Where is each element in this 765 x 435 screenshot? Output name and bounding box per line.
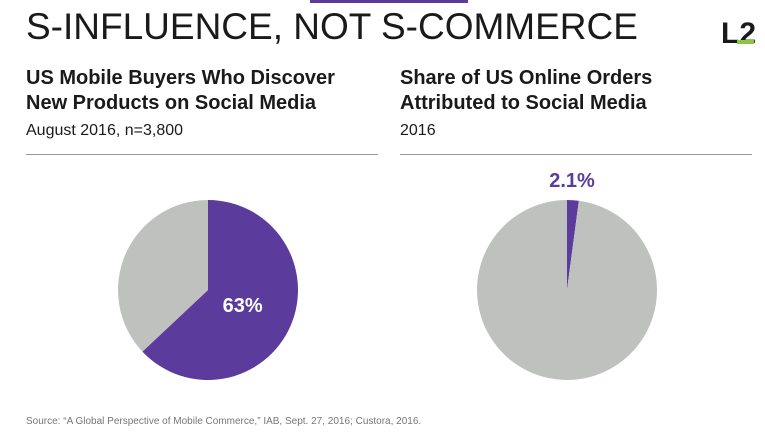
left-chart-title: US Mobile Buyers Who Discover New Produc…: [26, 66, 335, 116]
page-title: S-INFLUENCE, NOT S-COMMERCE: [26, 6, 638, 47]
pie-data-label-0-0: 63%: [223, 295, 263, 317]
left-chart-subtitle: August 2016, n=3,800: [26, 122, 184, 139]
left-chart-title-line2: New Products on Social Media: [26, 92, 317, 114]
right-divider: [400, 154, 752, 155]
pie-slice-1-1: [476, 200, 657, 380]
right-chart-subtitle: 2016: [400, 122, 436, 139]
source-note: Source: “A Global Perspective of Mobile …: [26, 416, 422, 427]
l2-logo: L2: [721, 17, 755, 45]
right-chart-title-line2: Attributed to Social Media: [400, 92, 647, 114]
left-pie-chart: 63%: [118, 200, 298, 380]
pie-data-label-1-0: 2.1%: [549, 170, 595, 192]
right-chart-title: Share of US Online Orders Attributed to …: [400, 66, 652, 116]
right-pie-chart: 2.1%: [476, 170, 657, 380]
header-accent-bar: [310, 0, 468, 3]
pie-slice-0-1: [118, 200, 208, 352]
left-divider: [26, 154, 378, 155]
left-chart-title-line1: US Mobile Buyers Who Discover: [26, 67, 335, 89]
pie-slice-1-0: [567, 200, 579, 290]
pie-slice-0-0: [142, 200, 298, 380]
right-chart-title-line1: Share of US Online Orders: [400, 67, 653, 89]
